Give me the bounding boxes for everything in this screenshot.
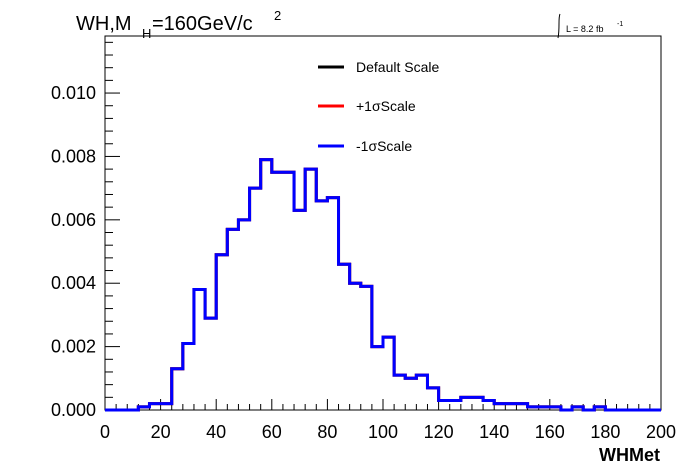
x-tick-label: 0 [100,422,110,442]
legend-label-plus1sigma: +1σScale [356,98,416,114]
x-tick-label: 60 [262,422,282,442]
y-tick-label: 0.006 [51,210,96,230]
y-tick-label: 0.002 [51,337,96,357]
chart-title-superscript: 2 [274,8,281,23]
series-line-2 [105,158,661,412]
x-tick-label: 200 [646,422,676,442]
luminosity-superscript: -1 [617,21,623,28]
y-tick-label: 0.010 [51,83,96,103]
y-tick-label: 0.000 [51,400,96,420]
x-tick-label: 120 [424,422,454,442]
x-tick-label: 160 [535,422,565,442]
chart-title-main: WH,M [76,13,132,35]
x-axis-label: WHMet [599,445,660,465]
legend: Default Scale +1σScale -1σScale [318,59,439,154]
y-tick-label: 0.008 [51,146,96,166]
chart-title-subscript: H [142,26,151,41]
y-tick-label: 0.004 [51,273,96,293]
series-layer [105,158,661,412]
x-tick-label: 140 [479,422,509,442]
axes: 0 20 40 60 80 100 120 140 160 180 200 0.000 0.002 0.0… [51,41,676,442]
x-tick-label: 180 [590,422,620,442]
integral-icon [557,13,561,39]
x-tick-label: 40 [206,422,226,442]
legend-label-default: Default Scale [356,59,439,75]
x-tick-label: 80 [317,422,337,442]
x-tick-label: 20 [151,422,171,442]
legend-label-minus1sigma: -1σScale [356,138,412,154]
x-tick-label: 100 [368,422,398,442]
luminosity-label: L = 8.2 fb [566,24,603,34]
chart-title-rest: =160GeV/c [152,13,253,35]
